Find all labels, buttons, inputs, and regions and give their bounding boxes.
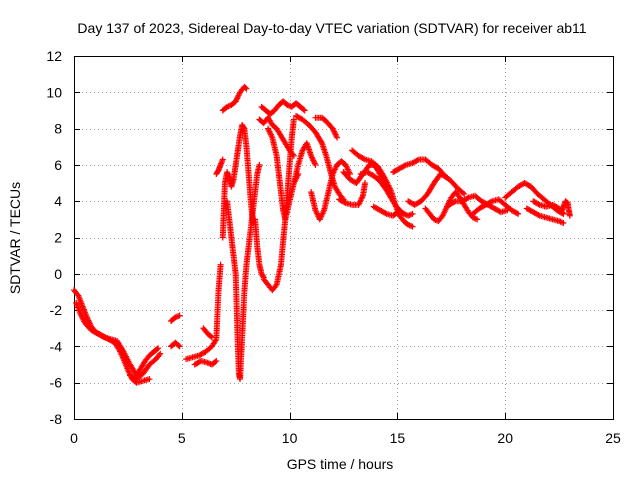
- data-point-fill: [156, 352, 163, 359]
- data-point: [443, 174, 450, 181]
- data-point-fill: [341, 199, 348, 206]
- data-point: [346, 170, 353, 177]
- grid-lines: [74, 56, 613, 419]
- data-point: [176, 312, 183, 319]
- data-point-fill: [406, 212, 413, 219]
- x-tick-labels: 0 5 10 15 20 25: [70, 430, 621, 446]
- data-point: [243, 85, 250, 92]
- data-point: [208, 334, 215, 341]
- y-tick-label: 12: [46, 48, 62, 64]
- data-point: [256, 161, 263, 168]
- data-point: [409, 210, 416, 217]
- y-tick-label: 2: [54, 230, 62, 246]
- data-point: [213, 357, 220, 364]
- data-point-fill: [212, 358, 219, 365]
- data-point-fill: [487, 198, 494, 205]
- y-tick-label: 0: [54, 266, 62, 282]
- data-point-fill: [318, 138, 325, 145]
- x-tick-label: 20: [497, 430, 513, 446]
- data-point: [290, 152, 297, 159]
- y-tick-label: -6: [50, 375, 63, 391]
- x-tick-label: 25: [605, 430, 621, 446]
- plot-frame: [74, 56, 614, 420]
- y-tick-label: 6: [54, 157, 62, 173]
- data-point-fill: [242, 84, 249, 91]
- data-point: [290, 116, 297, 123]
- x-tick-label: 10: [282, 430, 298, 446]
- data-point-fill: [240, 124, 247, 131]
- y-axis-title: SDTVAR / TECUs: [7, 182, 23, 294]
- data-point-fill: [464, 195, 471, 202]
- data-point-fill: [535, 211, 542, 218]
- data-point: [560, 219, 567, 226]
- data-point: [176, 343, 183, 350]
- y-tick-label: 4: [54, 193, 62, 209]
- data-point: [409, 223, 416, 230]
- chart-title: Day 137 of 2023, Sidereal Day-to-day VTE…: [77, 20, 586, 36]
- data-point-fill: [260, 273, 267, 280]
- axis-ticks: [74, 56, 614, 420]
- data-point: [387, 194, 394, 201]
- y-tick-labels: -8 -6 -4 -2 0 2 4 6 8 10 12: [46, 48, 62, 427]
- data-point-fill: [451, 198, 458, 205]
- data-point-fill: [382, 210, 389, 217]
- data-point: [157, 350, 164, 357]
- data-point-fill: [175, 342, 182, 349]
- data-point: [219, 156, 226, 163]
- x-tick-label: 15: [390, 430, 406, 446]
- data-point-fill: [154, 346, 161, 353]
- x-axis-title: GPS time / hours: [287, 456, 394, 472]
- y-tick-label: -4: [50, 338, 63, 354]
- data-point: [146, 376, 153, 383]
- data-point: [312, 161, 319, 168]
- data-point-fill: [459, 189, 466, 196]
- y-tick-label: 10: [46, 84, 62, 100]
- data-point-fill: [401, 162, 408, 169]
- data-point-fill: [300, 106, 307, 113]
- y-tick-label: 8: [54, 121, 62, 137]
- data-point: [394, 209, 401, 216]
- data-point: [155, 345, 162, 352]
- data-point-fill: [360, 155, 367, 162]
- data-point-fill: [207, 333, 214, 340]
- x-tick-label: 5: [178, 430, 186, 446]
- data-point: [515, 210, 522, 217]
- data-point: [301, 107, 308, 114]
- data-point-fill: [535, 201, 542, 208]
- data-point-fill: [272, 283, 279, 290]
- data-point-fill: [393, 209, 400, 216]
- data-point: [566, 212, 573, 219]
- data-point-fill: [414, 157, 421, 164]
- data-markers: [71, 83, 573, 386]
- data-point: [217, 261, 224, 268]
- y-tick-label: -2: [50, 302, 63, 318]
- data-point-fill: [513, 210, 520, 217]
- data-point: [461, 190, 468, 197]
- data-point-fill: [408, 211, 415, 218]
- data-point-fill: [289, 151, 296, 158]
- data-point: [474, 216, 481, 223]
- data-point-fill: [442, 173, 449, 180]
- y-tick-label: -8: [50, 411, 63, 427]
- data-point: [362, 180, 369, 187]
- data-point: [334, 134, 341, 141]
- data-point-fill: [99, 333, 106, 340]
- x-tick-label: 0: [70, 430, 78, 446]
